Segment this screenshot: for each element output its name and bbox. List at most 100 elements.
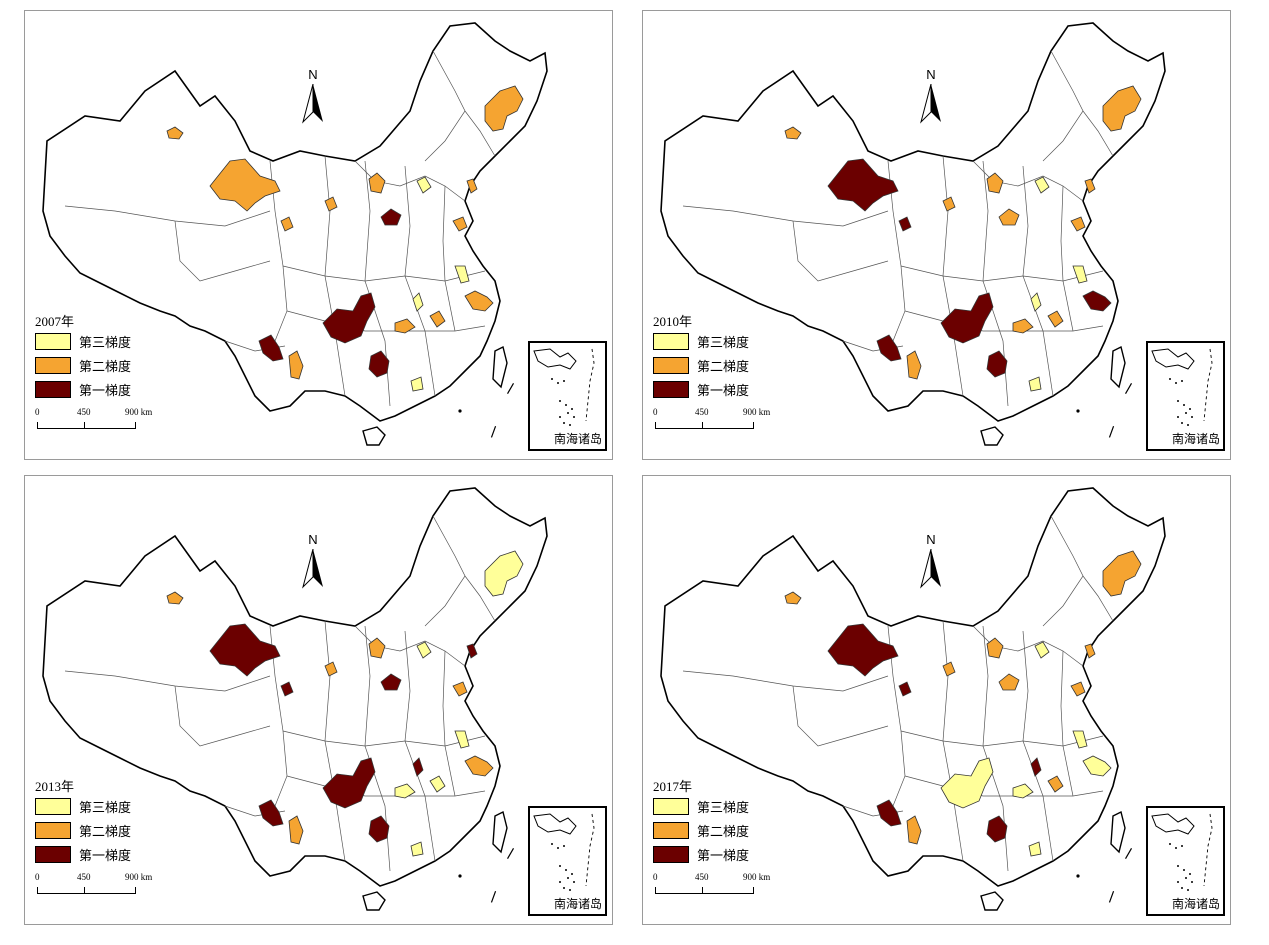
scale-bar: 0 450 900 km	[653, 872, 770, 898]
scale-mid-tick	[84, 887, 85, 893]
legend: 第三梯度 第二梯度 第一梯度	[653, 329, 749, 401]
region-guiyang	[986, 815, 1008, 843]
taiwan-island	[492, 810, 508, 854]
legend-swatch	[35, 821, 71, 839]
region-qingdao	[452, 681, 468, 697]
region-daqing-harbin	[484, 85, 524, 132]
region-daqing-harbin	[484, 550, 524, 597]
map-panel-2010: N 2010年 第三梯度 第二梯度 第一梯度 0 450 900 km	[642, 10, 1231, 460]
inset-map	[533, 348, 595, 426]
legend-label: 第二梯度	[697, 823, 750, 839]
north-arrow-icon	[920, 84, 941, 124]
scale-mid-tick	[702, 422, 703, 428]
scale-tick-0: 0	[653, 407, 658, 417]
region-taiyuan	[324, 196, 338, 212]
taiwan-island	[492, 345, 508, 389]
china-map	[42, 487, 548, 911]
legend-item-tier-2: 第二梯度	[653, 353, 749, 377]
region-wuhan	[394, 783, 416, 799]
inset-label: 南海诸岛	[1171, 897, 1220, 911]
region-kunming	[876, 799, 902, 827]
region-ordos	[368, 172, 386, 194]
country-outline	[660, 487, 1166, 887]
region-beijing-tianjin	[416, 176, 432, 194]
region-zhengzhou	[1030, 292, 1042, 312]
region-changsha	[429, 310, 446, 328]
south-china-sea-inset: 南海诸岛	[528, 806, 607, 916]
legend-item-tier-2: 第二梯度	[653, 818, 749, 842]
country-outline	[42, 22, 548, 422]
legend-swatch	[35, 845, 71, 863]
inset-map	[1151, 813, 1213, 891]
scale-tick-900: 900 km	[125, 407, 153, 417]
region-chengdu-chongqing	[322, 292, 376, 344]
region-chengdu-chongqing	[940, 757, 994, 809]
region-hefei	[1072, 730, 1088, 749]
scale-tick-900: 900 km	[125, 872, 153, 882]
region-urumqi	[784, 591, 802, 605]
region-panzhihua	[906, 350, 922, 380]
legend-item-tier-3: 第三梯度	[35, 794, 131, 818]
scale-line	[655, 422, 754, 429]
region-guiyang	[986, 350, 1008, 378]
scale-tick-0: 0	[653, 872, 658, 882]
region-kunming	[258, 799, 284, 827]
city-regions	[166, 550, 524, 857]
hainan-island	[362, 891, 386, 911]
year-label: 2017年	[653, 779, 693, 794]
scale-bar: 0 450 900 km	[35, 872, 152, 898]
taiwan-island	[1110, 345, 1126, 389]
legend: 第三梯度 第二梯度 第一梯度	[35, 794, 131, 866]
north-label: N	[926, 532, 936, 547]
region-yulin	[380, 208, 402, 226]
region-zhengzhou	[412, 292, 424, 312]
scale-bar: 0 450 900 km	[35, 407, 152, 433]
region-urumqi	[784, 126, 802, 140]
region-panzhihua	[288, 350, 304, 380]
country-outline	[42, 487, 548, 887]
region-taiyuan	[942, 196, 956, 212]
city-regions	[166, 85, 524, 392]
scale-bar: 0 450 900 km	[653, 407, 770, 433]
legend-label: 第二梯度	[79, 358, 132, 374]
legend-item-tier-1: 第一梯度	[653, 842, 749, 866]
scale-tick-450: 450	[77, 407, 91, 417]
scale-tick-450: 450	[695, 872, 709, 882]
region-shanghai-suzhou	[1082, 755, 1112, 777]
inset-map	[533, 813, 595, 891]
south-china-sea-inset: 南海诸岛	[1146, 806, 1225, 916]
region-dalian	[1084, 643, 1096, 659]
legend-swatch	[35, 332, 71, 350]
china-map	[42, 22, 548, 446]
hainan-island	[362, 426, 386, 446]
scale-tick-900: 900 km	[743, 407, 771, 417]
legend-item-tier-1: 第一梯度	[653, 377, 749, 401]
region-guiyang	[368, 350, 390, 378]
north-arrow-icon	[302, 84, 323, 124]
legend-swatch	[653, 356, 689, 374]
region-dalian	[466, 643, 478, 659]
region-chengdu-chongqing	[322, 757, 376, 809]
region-urumqi	[166, 126, 184, 140]
region-changsha	[1047, 775, 1064, 793]
legend-swatch	[35, 380, 71, 398]
legend-swatch	[653, 332, 689, 350]
province-borders	[64, 515, 496, 872]
legend-label: 第一梯度	[697, 847, 750, 863]
legend-item-tier-3: 第三梯度	[35, 329, 131, 353]
legend: 第三梯度 第二梯度 第一梯度	[653, 794, 749, 866]
region-qingdao	[452, 216, 468, 232]
south-china-sea-inset: 南海诸岛	[1146, 341, 1225, 451]
north-label: N	[308, 67, 318, 82]
north-label: N	[926, 67, 936, 82]
region-chengdu-chongqing	[940, 292, 994, 344]
city-regions	[784, 550, 1142, 857]
region-lanzhou	[280, 681, 294, 697]
year-label: 2007年	[35, 314, 75, 329]
legend-swatch	[653, 380, 689, 398]
map-panel-2007: N 2007年 第三梯度 第二梯度 第一梯度 0 450 900 km	[24, 10, 613, 460]
region-guangzhou	[410, 376, 424, 392]
legend-item-tier-3: 第三梯度	[653, 329, 749, 353]
legend-swatch	[35, 356, 71, 374]
legend-swatch	[35, 797, 71, 815]
